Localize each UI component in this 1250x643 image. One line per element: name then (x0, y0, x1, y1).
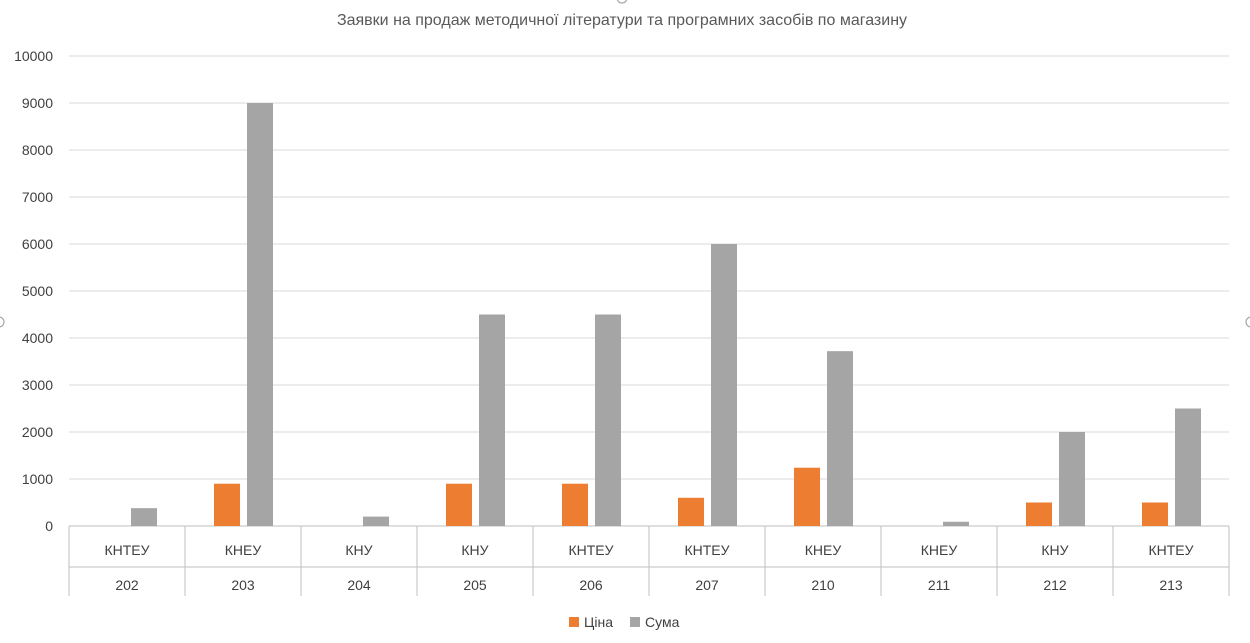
legend-swatch-price (569, 617, 579, 627)
y-tick-label: 7000 (22, 189, 53, 205)
legend[interactable]: Ціна Сума (569, 614, 680, 630)
legend-label-price: Ціна (584, 614, 613, 630)
y-tick-label: 10000 (14, 48, 53, 64)
x-category-label: КНЕУ (225, 542, 262, 558)
x-category-label: КНУ (461, 542, 488, 558)
bars[interactable] (131, 103, 1201, 526)
bar-sum[interactable] (711, 244, 737, 526)
x-category-label: КНТЕУ (568, 542, 613, 558)
bar-price[interactable] (214, 483, 240, 526)
x-axis: КНТЕУ 202 КНЕУ 203 КНУ 204 КНУ 205 КНТЕУ 206 КНТЕУ… (68, 526, 1230, 596)
x-category-label: КНТЕУ (684, 542, 729, 558)
y-tick-label: 0 (45, 518, 53, 534)
bar-price[interactable] (794, 467, 820, 526)
x-subcategory-label: 207 (695, 577, 719, 593)
bar-sum[interactable] (247, 103, 273, 526)
bar-sum[interactable] (363, 516, 389, 526)
bar-price[interactable] (562, 483, 588, 526)
resize-handle-right[interactable] (1245, 316, 1250, 328)
y-tick-label: 8000 (22, 142, 53, 158)
bar-sum[interactable] (1175, 408, 1201, 527)
gridlines (69, 55, 1229, 527)
chart-title: Заявки на продаж методичної літератури т… (337, 12, 907, 29)
x-subcategory-label: 203 (231, 577, 255, 593)
y-axis-ticks: 0 1000 2000 3000 4000 5000 6000 7000 8000 9000 100… (14, 48, 53, 534)
x-category-label: КНЕУ (921, 542, 958, 558)
x-subcategory-label: 210 (811, 577, 835, 593)
bar-price[interactable] (446, 483, 472, 526)
x-subcategory-label: 213 (1159, 577, 1183, 593)
y-tick-label: 2000 (22, 424, 53, 440)
x-subcategory-label: 206 (579, 577, 603, 593)
legend-label-sum: Сума (645, 614, 680, 630)
y-tick-label: 6000 (22, 236, 53, 252)
x-subcategory-label: 205 (463, 577, 487, 593)
bar-sum[interactable] (1059, 432, 1085, 526)
x-category-label: КНЕУ (805, 542, 842, 558)
x-category-label: КНТЕУ (1148, 542, 1193, 558)
legend-swatch-sum (630, 617, 640, 627)
y-tick-label: 5000 (22, 283, 53, 299)
y-tick-label: 4000 (22, 330, 53, 346)
resize-handle-left[interactable] (0, 316, 5, 328)
bar-price[interactable] (1026, 502, 1052, 527)
y-tick-label: 9000 (22, 95, 53, 111)
bar-sum[interactable] (943, 521, 969, 526)
bar-price[interactable] (1142, 502, 1168, 527)
x-category-label: КНУ (1041, 542, 1068, 558)
bar-sum[interactable] (595, 314, 621, 527)
bar-sum[interactable] (479, 314, 505, 527)
y-tick-label: 1000 (22, 471, 53, 487)
x-subcategory-label: 202 (115, 577, 139, 593)
x-subcategory-label: 204 (347, 577, 371, 593)
bar-sum[interactable] (131, 508, 157, 526)
bar-sum[interactable] (827, 351, 853, 526)
y-tick-label: 3000 (22, 377, 53, 393)
x-subcategory-label: 211 (928, 577, 951, 593)
bar-price[interactable] (678, 497, 704, 526)
x-subcategory-label: 212 (1043, 577, 1067, 593)
resize-handle-top[interactable] (616, 0, 628, 4)
x-category-label: КНУ (345, 542, 372, 558)
x-category-label: КНТЕУ (104, 542, 149, 558)
